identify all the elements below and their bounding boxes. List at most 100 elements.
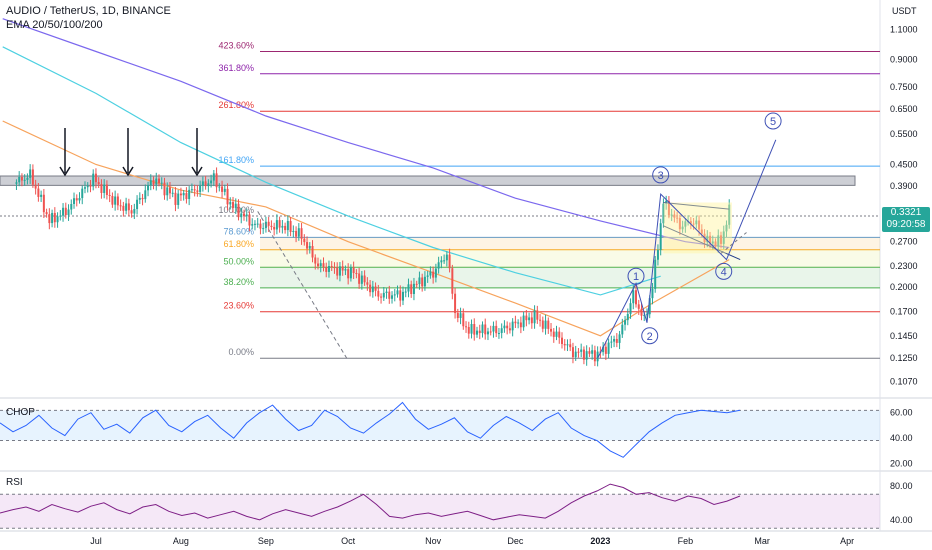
candle-body: [391, 295, 394, 299]
elliott-wave-label: 2: [647, 331, 653, 343]
candle-body: [253, 223, 256, 225]
candle-body: [94, 173, 97, 183]
candle-body: [626, 314, 629, 321]
candle-body: [580, 349, 583, 352]
candle-body: [130, 210, 133, 214]
candle-body: [308, 246, 311, 249]
candle-body: [188, 189, 191, 200]
candle-body: [517, 322, 520, 324]
candle-body: [456, 313, 459, 318]
candle-body: [571, 347, 574, 358]
candle-body: [171, 192, 174, 194]
candle-body: [443, 260, 446, 262]
candle-body: [722, 231, 725, 244]
candle-body: [185, 193, 188, 200]
candle-body: [577, 351, 580, 353]
candle-body: [212, 173, 215, 181]
price-tick-label: 0.1070: [890, 377, 918, 387]
candle-body: [92, 173, 95, 187]
candle-body: [665, 200, 668, 204]
candle-body: [89, 185, 92, 187]
price-tick-label: 0.7500: [890, 82, 918, 92]
candle-body: [158, 178, 161, 184]
fib-level-label: 78.60%: [223, 226, 254, 236]
rsi-pane-title[interactable]: RSI: [6, 477, 23, 488]
candle-body: [73, 198, 76, 204]
candle-body: [100, 184, 103, 193]
candle-body: [314, 257, 317, 264]
time-tick-label: Nov: [425, 536, 442, 546]
candle-body: [602, 346, 605, 353]
candle-body: [503, 325, 506, 329]
candle-body: [297, 228, 300, 237]
time-tick-label: Mar: [754, 536, 770, 546]
candle-body: [582, 349, 585, 360]
candle-body: [558, 331, 561, 338]
candle-body: [478, 330, 481, 334]
currency-label: USDT: [892, 6, 917, 16]
candle-body: [119, 205, 122, 207]
price-tick-label: 0.2700: [890, 237, 918, 247]
elliott-wave-label: 5: [770, 116, 776, 128]
bar-countdown: 09:20:58: [886, 219, 926, 230]
candle-body: [37, 188, 40, 197]
candle-body: [497, 333, 500, 335]
candle-body: [51, 212, 54, 224]
candle-body: [108, 194, 111, 196]
candle-body: [585, 351, 588, 360]
candle-body: [20, 176, 23, 181]
candle-body: [196, 190, 199, 192]
candle-body: [284, 225, 287, 231]
candle-body: [676, 217, 679, 219]
candle-body: [218, 186, 221, 188]
candle-body: [434, 268, 437, 278]
candle-body: [300, 228, 303, 239]
candle-body: [596, 351, 599, 362]
candle-body: [40, 194, 43, 197]
candle-body: [560, 337, 563, 344]
candle-body: [226, 188, 229, 205]
chop-pane-title[interactable]: CHOP: [6, 407, 35, 418]
candle-body: [451, 268, 454, 294]
candle-body: [380, 296, 383, 298]
indicator-legend[interactable]: EMA 20/50/100/200: [6, 19, 103, 31]
candle-body: [363, 275, 366, 283]
candle-body: [607, 342, 610, 354]
candle-body: [322, 263, 325, 267]
price-tick-label: 0.2300: [890, 261, 918, 271]
candle-body: [141, 197, 144, 200]
candle-body: [193, 189, 196, 191]
candle-body: [536, 310, 539, 320]
candle-body: [86, 185, 89, 188]
candle-body: [374, 286, 377, 291]
candle-body: [295, 231, 298, 237]
candle-body: [588, 351, 591, 354]
time-tick-label: 2023: [590, 536, 610, 546]
candle-body: [656, 250, 659, 260]
candle-body: [138, 197, 141, 200]
fib-level-label: 50.00%: [223, 256, 254, 266]
candle-body: [338, 266, 341, 276]
candle-body: [190, 189, 193, 191]
candle-body: [547, 320, 550, 329]
candle-body: [201, 181, 204, 186]
candle-body: [454, 293, 457, 314]
candle-body: [476, 330, 479, 335]
elliott-wave-label: 1: [633, 271, 639, 283]
candle-body: [618, 334, 621, 343]
ema-line: [2, 46, 661, 296]
rsi-band: [0, 494, 880, 529]
elliott-wave-path: [597, 139, 777, 359]
candle-body: [45, 212, 48, 215]
price-tick-label: 0.6500: [890, 104, 918, 114]
candle-body: [366, 282, 369, 285]
candle-body: [358, 273, 361, 284]
fib-level-label: 61.80%: [223, 239, 254, 249]
candle-body: [29, 169, 32, 178]
candle-body: [714, 241, 717, 247]
candle-body: [418, 277, 421, 285]
candle-body: [684, 221, 687, 227]
chop-tick-label: 40.00: [890, 433, 913, 443]
